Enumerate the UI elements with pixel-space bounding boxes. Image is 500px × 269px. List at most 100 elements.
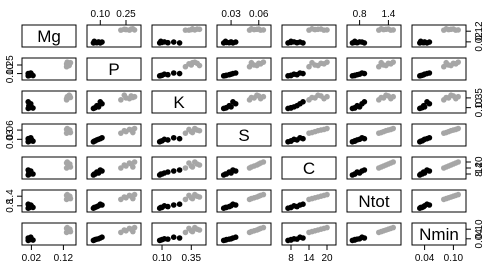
point xyxy=(309,59,315,66)
point xyxy=(126,160,133,166)
point xyxy=(288,38,294,45)
point xyxy=(424,99,430,105)
variable-name: S xyxy=(238,126,249,145)
panel xyxy=(21,123,77,147)
point xyxy=(121,194,128,200)
point xyxy=(309,129,315,136)
point xyxy=(453,95,459,102)
panel xyxy=(281,57,337,81)
point xyxy=(196,227,203,233)
point xyxy=(300,235,306,241)
point xyxy=(453,27,459,33)
point xyxy=(192,159,198,165)
point xyxy=(352,237,358,243)
y-tick-label: 0.8 xyxy=(5,198,16,212)
point xyxy=(383,62,389,69)
point xyxy=(186,160,192,166)
point xyxy=(67,195,74,202)
point xyxy=(182,130,189,136)
point xyxy=(300,70,306,77)
point xyxy=(388,61,394,67)
point xyxy=(189,26,196,32)
panel xyxy=(281,90,337,114)
point xyxy=(378,129,385,136)
point xyxy=(196,62,203,69)
point xyxy=(448,162,454,168)
x-tick-label: 0.25 xyxy=(116,9,136,20)
point xyxy=(300,201,306,207)
point xyxy=(321,27,327,33)
x-tick-label: 0.35 xyxy=(182,253,202,264)
point xyxy=(361,135,368,142)
point xyxy=(257,192,264,199)
panel xyxy=(411,90,467,114)
point xyxy=(288,105,294,111)
point xyxy=(63,225,70,232)
point xyxy=(30,105,36,111)
point xyxy=(378,228,385,235)
point xyxy=(448,127,454,134)
panel xyxy=(216,123,272,147)
point xyxy=(130,195,136,202)
y-tick-label: 0.04 xyxy=(474,229,485,249)
point xyxy=(67,59,74,66)
point xyxy=(352,38,358,45)
point xyxy=(158,38,164,45)
panel xyxy=(346,222,402,246)
point xyxy=(25,201,32,207)
point xyxy=(453,61,459,67)
x-tick-label: 8 xyxy=(288,253,294,264)
point xyxy=(230,99,236,105)
point xyxy=(309,26,315,32)
point xyxy=(121,92,128,98)
point xyxy=(378,59,385,66)
point xyxy=(165,137,171,143)
point xyxy=(121,26,128,33)
point xyxy=(91,38,98,45)
panel xyxy=(86,57,142,81)
point xyxy=(448,62,454,69)
panel xyxy=(281,123,337,147)
point xyxy=(130,164,136,170)
x-tick-label: 0.10 xyxy=(91,9,111,20)
variable-name: Nmin xyxy=(419,225,459,244)
point xyxy=(222,38,229,45)
y-tick-label: 20 xyxy=(474,156,485,168)
panel xyxy=(346,189,402,213)
point xyxy=(315,26,321,33)
point xyxy=(165,39,171,46)
point xyxy=(453,192,459,199)
point xyxy=(130,94,136,101)
panel xyxy=(151,90,207,114)
panel xyxy=(151,156,207,180)
point xyxy=(417,171,424,177)
point xyxy=(248,26,255,32)
point xyxy=(417,105,424,111)
point xyxy=(170,168,177,174)
panel xyxy=(411,189,467,213)
panel xyxy=(21,57,77,81)
y-tick-label: 0.25 xyxy=(5,55,16,75)
point xyxy=(222,204,229,211)
variable-name: P xyxy=(108,60,119,79)
point xyxy=(315,127,321,134)
panel xyxy=(346,156,402,180)
y-tick-label: 0.10 xyxy=(474,219,485,239)
panel xyxy=(86,156,142,180)
point xyxy=(361,40,368,46)
point xyxy=(288,204,294,211)
panel xyxy=(281,24,337,48)
point xyxy=(170,234,177,240)
point xyxy=(67,228,74,235)
point xyxy=(424,70,430,77)
panel xyxy=(281,156,337,180)
point xyxy=(361,235,368,241)
point xyxy=(388,225,394,232)
point xyxy=(361,99,368,105)
point xyxy=(383,162,389,168)
point xyxy=(248,59,255,66)
point xyxy=(424,201,430,207)
panel xyxy=(346,123,402,147)
point xyxy=(25,135,32,142)
point xyxy=(230,167,236,173)
